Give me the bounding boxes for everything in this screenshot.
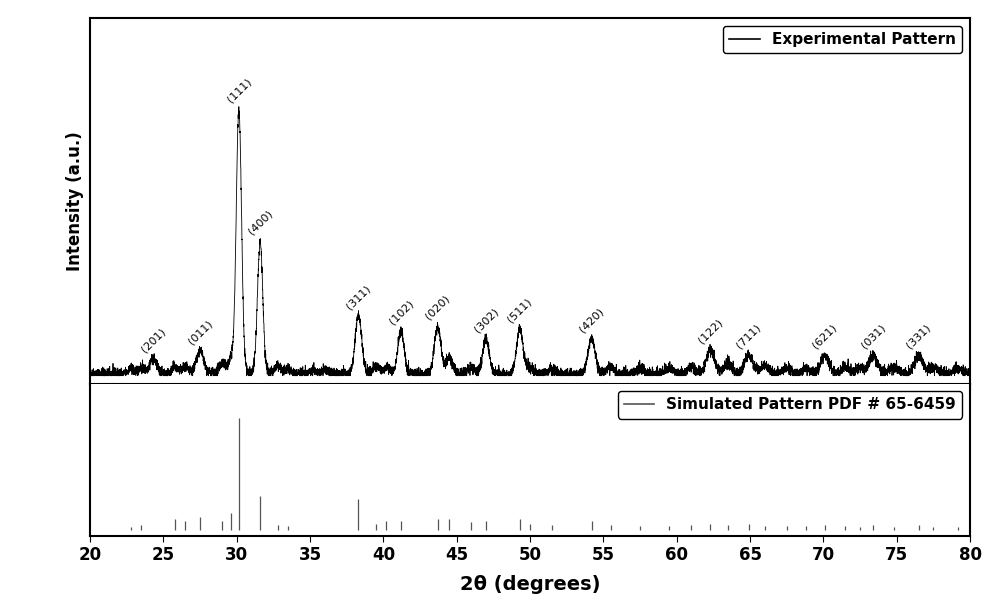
- Text: (020): (020): [424, 294, 452, 322]
- Legend: Simulated Pattern PDF # 65-6459: Simulated Pattern PDF # 65-6459: [618, 392, 962, 418]
- X-axis label: 2θ (degrees): 2θ (degrees): [460, 576, 600, 594]
- Text: (420): (420): [577, 306, 606, 335]
- Text: (511): (511): [506, 296, 534, 324]
- Text: (302): (302): [472, 306, 500, 335]
- Text: (122): (122): [696, 317, 725, 345]
- Text: (331): (331): [905, 322, 933, 351]
- Text: (400): (400): [246, 208, 274, 237]
- Text: (711): (711): [734, 322, 763, 351]
- Legend: Experimental Pattern: Experimental Pattern: [723, 26, 962, 53]
- Text: (201): (201): [139, 326, 167, 354]
- Text: (031): (031): [859, 322, 887, 351]
- Text: (311): (311): [344, 283, 372, 311]
- Text: (621): (621): [811, 322, 839, 351]
- Text: (011): (011): [186, 319, 214, 347]
- Y-axis label: Intensity (a.u.): Intensity (a.u.): [66, 131, 84, 271]
- Text: (111): (111): [225, 76, 253, 104]
- Text: (102): (102): [387, 298, 415, 327]
